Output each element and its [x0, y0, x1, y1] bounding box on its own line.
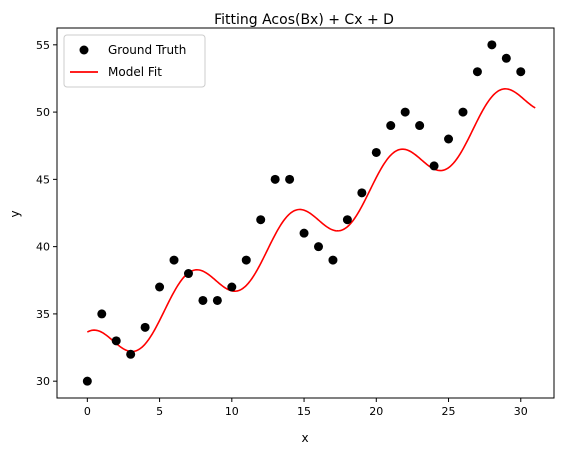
x-tick-label: 30: [514, 405, 528, 418]
ground-truth-point: [285, 174, 295, 184]
ground-truth-point: [212, 295, 222, 305]
ground-truth-point: [97, 309, 107, 319]
ground-truth-point: [357, 188, 367, 198]
x-tick-label: 25: [442, 405, 456, 418]
x-axis: 0 5 10 15 20 25 30: [84, 398, 528, 418]
model-fit-line: [86, 88, 536, 353]
ground-truth-point: [458, 107, 468, 117]
x-tick-label: 0: [84, 405, 91, 418]
ground-truth-point: [155, 282, 165, 292]
chart-title: Fitting Acos(Bx) + Cx + D: [214, 12, 394, 28]
ground-truth-point: [314, 242, 324, 252]
x-tick-label: 15: [297, 405, 311, 418]
ground-truth-point: [299, 228, 309, 238]
x-tick-label: 20: [369, 405, 383, 418]
ground-truth-point: [342, 215, 352, 225]
y-axis-label: y: [8, 210, 22, 217]
ground-truth-point: [501, 53, 511, 63]
legend-marker-ground-truth: [79, 45, 89, 55]
ground-truth-point: [198, 295, 208, 305]
ground-truth-point: [328, 255, 338, 265]
ground-truth-point: [400, 107, 410, 117]
ground-truth-point: [415, 121, 425, 131]
ground-truth-point: [429, 161, 439, 171]
y-tick-label: 55: [36, 39, 50, 52]
x-tick-label: 5: [156, 405, 163, 418]
legend-label-ground-truth: Ground Truth: [108, 43, 186, 57]
ground-truth-point: [169, 255, 179, 265]
x-tick-label: 10: [225, 405, 239, 418]
y-tick-label: 45: [36, 173, 50, 186]
axes-frame: [56, 27, 555, 399]
ground-truth-point: [270, 174, 280, 184]
plot-area: [82, 40, 536, 386]
legend-label-model-fit: Model Fit: [108, 65, 162, 79]
y-tick-label: 35: [36, 308, 50, 321]
legend: Ground Truth Model Fit: [63, 34, 206, 88]
x-axis-label: x: [301, 431, 308, 445]
ground-truth-point: [126, 349, 136, 359]
ground-truth-point: [444, 134, 454, 144]
ground-truth-point: [82, 376, 92, 386]
y-axis: 30 35 40 45 50 55: [36, 39, 57, 388]
ground-truth-point: [183, 269, 193, 279]
y-tick-label: 30: [36, 375, 50, 388]
ground-truth-point: [516, 67, 526, 77]
ground-truth-point: [227, 282, 237, 292]
y-tick-label: 40: [36, 241, 50, 254]
legend-box: [63, 34, 206, 88]
ground-truth-point: [487, 40, 497, 50]
ground-truth-point: [371, 147, 381, 157]
ground-truth-point: [241, 255, 251, 265]
y-tick-label: 50: [36, 106, 50, 119]
ground-truth-point: [111, 336, 121, 346]
ground-truth-point: [386, 121, 396, 131]
ground-truth-point: [256, 215, 266, 225]
ground-truth-point: [140, 322, 150, 332]
ground-truth-point: [472, 67, 482, 77]
